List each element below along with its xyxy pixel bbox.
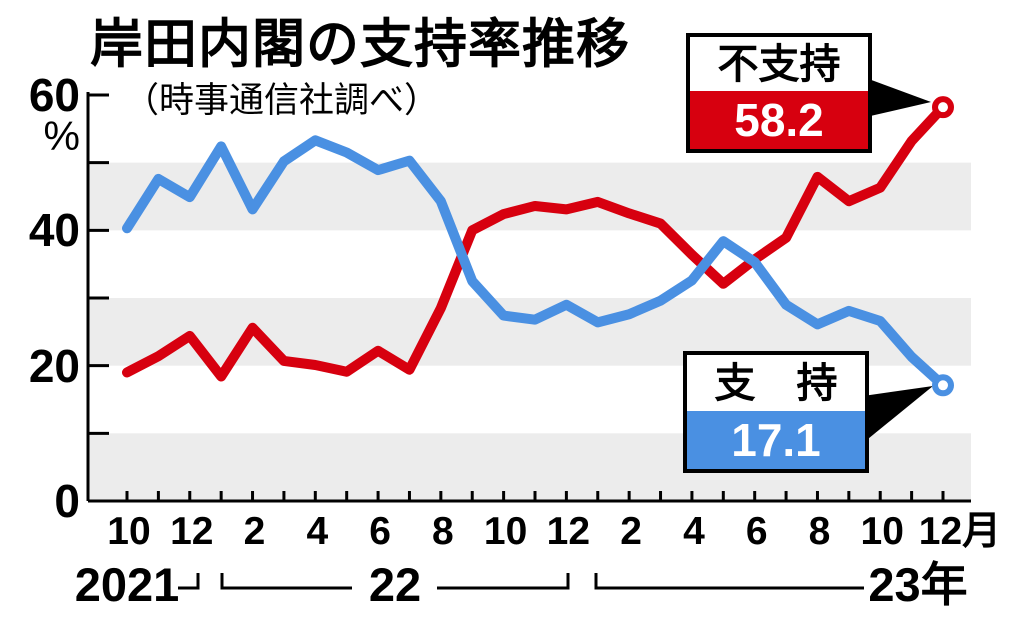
disapprove-callout-label: 不支持 [717, 40, 841, 87]
x-tick-label: 12月 [918, 510, 1002, 553]
y-axis-unit: % [43, 112, 80, 159]
x-tick-label: 8 [431, 510, 454, 553]
x-tick-label: 12 [546, 510, 591, 553]
x-tick-label: 4 [306, 510, 329, 553]
disapproval-line [122, 102, 948, 382]
y-tick-label: 0 [54, 475, 80, 527]
chart-subtitle: （時事通信社調べ） [124, 81, 440, 120]
year-bracket [220, 573, 570, 590]
x-tick-label: 2 [620, 510, 642, 553]
x-tick-label: 10 [107, 510, 151, 553]
x-tick-label: 8 [808, 510, 831, 553]
y-tick-label: 40 [28, 204, 80, 257]
approve-callout: 支 持 17.1 [683, 351, 869, 473]
year-bracket [178, 573, 200, 590]
y-tick-label: 20 [28, 339, 80, 392]
approval-endpoint-marker [931, 374, 954, 397]
x-tick-label: 4 [683, 510, 705, 553]
x-tick-label: 6 [745, 510, 768, 553]
callout-arrow [863, 386, 933, 443]
callout-arrow [866, 78, 931, 117]
disapprove-callout-value: 58.2 [690, 91, 868, 149]
x-tick-label: 10 [483, 510, 528, 553]
y-tick-label: 60 [28, 68, 80, 121]
disapproval-endpoint-marker [931, 96, 954, 119]
approve-callout-label: 支 持 [714, 359, 838, 406]
year-bracket [594, 573, 864, 590]
chart-title: 岸田内閣の支持率推移 [90, 15, 630, 74]
disapprove-callout: 不支持 58.2 [686, 33, 872, 153]
year-label: 23年 [868, 558, 968, 611]
year-label: 22 [368, 558, 422, 611]
approval-line [122, 135, 948, 391]
x-tick-label: 6 [369, 510, 391, 553]
x-tick-label: 2 [243, 510, 266, 553]
x-tick-label: 12 [170, 510, 214, 553]
year-label: 2021 [74, 558, 180, 611]
approve-callout-value: 17.1 [687, 411, 865, 469]
x-tick-label: 10 [860, 510, 904, 553]
